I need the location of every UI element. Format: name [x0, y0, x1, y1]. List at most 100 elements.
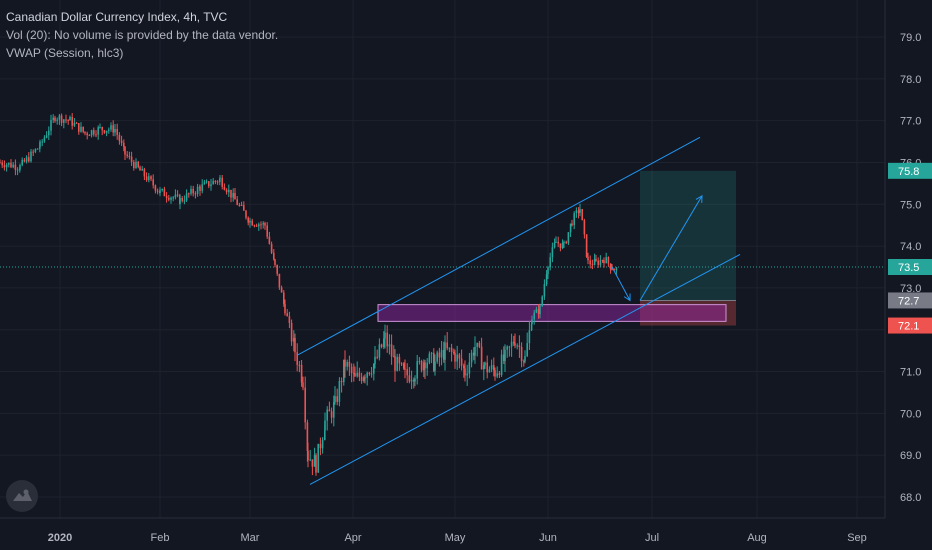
candle-body: [433, 352, 435, 371]
x-tick-label: Aug: [747, 532, 767, 544]
candle-body: [516, 345, 518, 347]
candle-body: [321, 440, 324, 449]
candle-body: [567, 232, 570, 244]
candle-body: [156, 190, 159, 192]
candle-body: [524, 356, 526, 362]
candle-body: [490, 365, 493, 370]
candle-body: [611, 269, 613, 271]
candle-body: [313, 455, 316, 467]
candle-body: [270, 243, 273, 253]
candle-body: [386, 332, 388, 347]
candle-body: [161, 188, 163, 190]
candle-body: [43, 137, 46, 142]
candle-body: [468, 362, 471, 374]
candle-body: [393, 356, 395, 358]
candle-body: [599, 260, 602, 265]
price-label-box: [888, 292, 932, 309]
drawings: [297, 136, 741, 485]
candle-body: [179, 198, 181, 204]
candle-body: [535, 309, 538, 313]
candle-body: [260, 224, 262, 226]
candle-body: [194, 193, 197, 195]
candle-body: [346, 361, 348, 367]
price-label-text: 75.8: [898, 166, 919, 178]
candle-body: [225, 189, 228, 193]
candle-body: [587, 256, 589, 261]
x-tick-label: Sep: [847, 532, 867, 544]
x-axis: 2020 Feb Mar Apr May Jun Jul Aug Sep: [48, 532, 867, 544]
tradingview-logo-icon[interactable]: [6, 480, 38, 512]
candle-body: [577, 210, 580, 213]
x-tick-label: Feb: [151, 532, 170, 544]
candle-body: [315, 455, 317, 473]
candle-body: [75, 122, 78, 124]
candle-body: [139, 167, 141, 171]
candle-body: [390, 344, 393, 357]
candle-body: [317, 443, 319, 473]
candle-body: [398, 356, 401, 364]
candle-body: [249, 220, 251, 223]
candle-body: [569, 223, 572, 233]
candle-body: [170, 197, 172, 200]
candle-body: [21, 159, 23, 166]
candle-body: [613, 269, 615, 271]
candle-body: [508, 346, 511, 348]
candle-body: [593, 258, 596, 266]
candle-body: [450, 347, 453, 352]
x-tick-label: Mar: [241, 532, 260, 544]
candle-body: [120, 140, 123, 143]
candle-body: [163, 188, 166, 197]
candle-body: [374, 356, 376, 364]
candle-body: [383, 338, 385, 347]
price-label-box: [888, 259, 932, 275]
candle-body: [264, 223, 266, 226]
chart-overlays: [0, 170, 885, 326]
candle-body: [473, 352, 475, 356]
candle-body: [356, 372, 358, 377]
candle-body: [404, 368, 406, 370]
candle-body: [54, 117, 56, 121]
candle-body: [124, 146, 126, 155]
candle-body: [581, 209, 583, 221]
candle-body: [414, 378, 416, 382]
candle-body: [39, 141, 41, 147]
candle-body: [506, 346, 508, 350]
candle-body: [165, 196, 168, 198]
candle-body: [69, 116, 71, 121]
y-tick-label: 68.0: [900, 492, 921, 504]
x-tick-label: Jul: [645, 532, 659, 544]
candle-body: [413, 379, 415, 382]
candle-body: [110, 125, 112, 130]
candle-body: [396, 356, 398, 371]
candle-body: [376, 356, 378, 358]
candle-body: [494, 370, 496, 377]
candle-body: [514, 343, 516, 346]
candle-body: [97, 127, 99, 135]
candle-body: [112, 125, 114, 133]
candle-body: [378, 344, 381, 358]
candle-body: [240, 205, 243, 207]
candle-body: [528, 330, 531, 344]
candle-body: [19, 165, 21, 170]
candle-body: [474, 347, 476, 356]
candle-body: [126, 154, 128, 157]
candle-body: [410, 379, 413, 382]
candle-body: [67, 119, 69, 121]
candle-body: [307, 450, 309, 461]
candle-body: [428, 353, 431, 363]
candle-body: [133, 161, 135, 169]
candle-body: [201, 184, 203, 191]
candle-body: [324, 420, 326, 431]
candle-body: [478, 342, 481, 347]
candle-body: [288, 316, 291, 323]
candle-body: [88, 135, 91, 137]
candle-body: [553, 242, 556, 248]
candle-body: [223, 186, 226, 190]
candle-body: [255, 225, 258, 227]
candle-body: [488, 369, 491, 373]
candle-body: [302, 382, 304, 388]
candle-body: [128, 156, 131, 158]
candle-body: [116, 129, 118, 135]
candle-body: [80, 126, 82, 132]
